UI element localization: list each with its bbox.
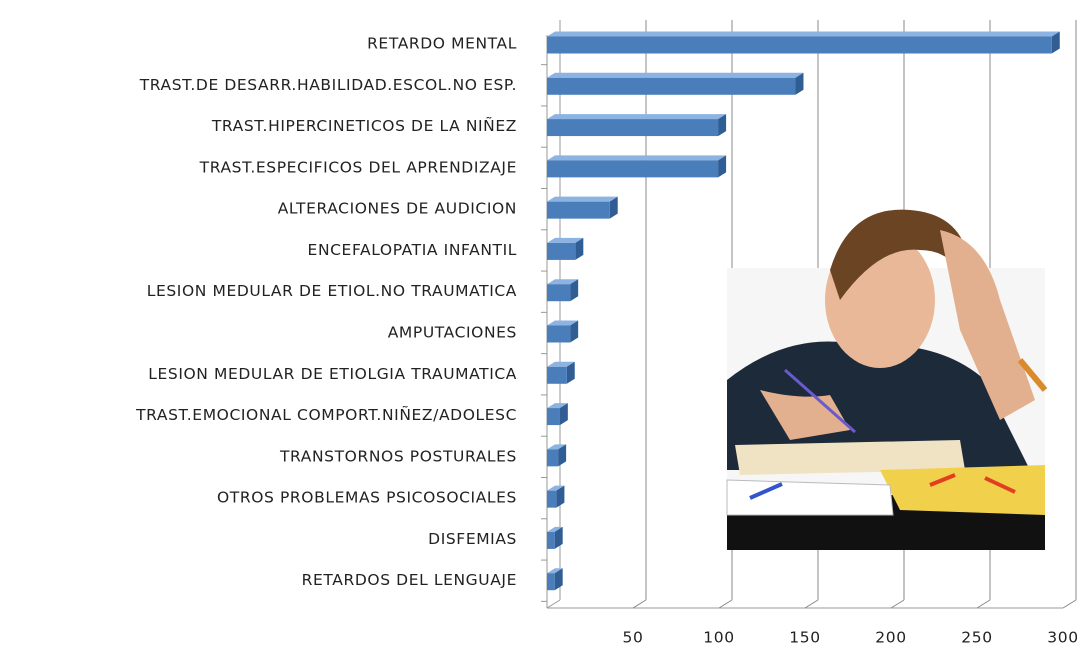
y-tick-label: ALTERACIONES DE AUDICION (278, 200, 517, 218)
bar (547, 362, 575, 384)
chart: 50 100 150 200 250 300 RETARDO MENTAL TRAST.DE … (0, 0, 1082, 651)
bar-top (547, 114, 726, 119)
grid-line (977, 600, 990, 608)
axis-line (547, 600, 560, 608)
bar (547, 486, 564, 508)
bar-front (547, 284, 570, 301)
bar-front (547, 573, 555, 590)
y-tick-label: RETARDO MENTAL (367, 35, 517, 53)
bar-top (547, 73, 803, 78)
x-tick-label: 150 (789, 629, 820, 647)
bar-top (547, 32, 1060, 37)
x-tick-label: 200 (875, 629, 906, 647)
grid-line (805, 600, 818, 608)
bar-front (547, 243, 575, 260)
bar (547, 155, 726, 177)
bar-front (547, 367, 567, 384)
bar (547, 73, 803, 95)
bar (547, 444, 566, 466)
y-tick-label: TRAST.DE DESARR.HABILIDAD.ESCOL.NO ESP. (139, 76, 517, 94)
grid-line (1063, 600, 1076, 608)
bar-front (547, 532, 555, 549)
bar-top (547, 197, 618, 202)
bar-top (547, 155, 726, 160)
bar-front (547, 202, 610, 219)
bar (547, 403, 568, 425)
bar-front (547, 37, 1052, 54)
y-tick-label: RETARDOS DEL LENGUAJE (302, 571, 517, 589)
y-tick-label: ENCEFALOPATIA INFANTIL (308, 241, 517, 259)
y-tick-label: TRAST.HIPERCINETICOS DE LA NIÑEZ (211, 116, 517, 135)
y-tick-label: TRAST.ESPECIFICOS DEL APRENDIZAJE (199, 158, 517, 176)
bar-front (547, 119, 718, 136)
bar (547, 321, 578, 343)
bar-front (547, 326, 570, 343)
grid-line (891, 600, 904, 608)
y-tick-label: TRAST.EMOCIONAL COMPORT.NIÑEZ/ADOLESC (135, 405, 517, 424)
y-tick-label: OTROS PROBLEMAS PSICOSOCIALES (217, 489, 517, 507)
bar-front (547, 491, 556, 508)
y-tick-label: DISFEMIAS (428, 530, 517, 548)
x-tick-label: 250 (961, 629, 992, 647)
bar (547, 114, 726, 136)
photo (727, 210, 1045, 550)
grid-line (633, 600, 646, 608)
bar (547, 238, 583, 260)
bar (547, 32, 1060, 54)
y-tick-label: AMPUTACIONES (388, 324, 517, 342)
grid-line (719, 600, 732, 608)
bar-front (547, 160, 718, 177)
y-tick-label: LESION MEDULAR DE ETIOLGIA TRAUMATICA (148, 365, 517, 383)
x-tick-label: 100 (703, 629, 734, 647)
bar-front (547, 449, 558, 466)
y-tick-label: LESION MEDULAR DE ETIOL.NO TRAUMATICA (147, 282, 517, 300)
x-tick-label: 300 (1047, 629, 1078, 647)
y-tick-label: TRANSTORNOS POSTURALES (279, 447, 517, 465)
bar (547, 279, 578, 301)
bar-front (547, 408, 560, 425)
x-tick-label: 50 (623, 629, 644, 647)
bar (547, 197, 618, 219)
bar-front (547, 78, 795, 95)
